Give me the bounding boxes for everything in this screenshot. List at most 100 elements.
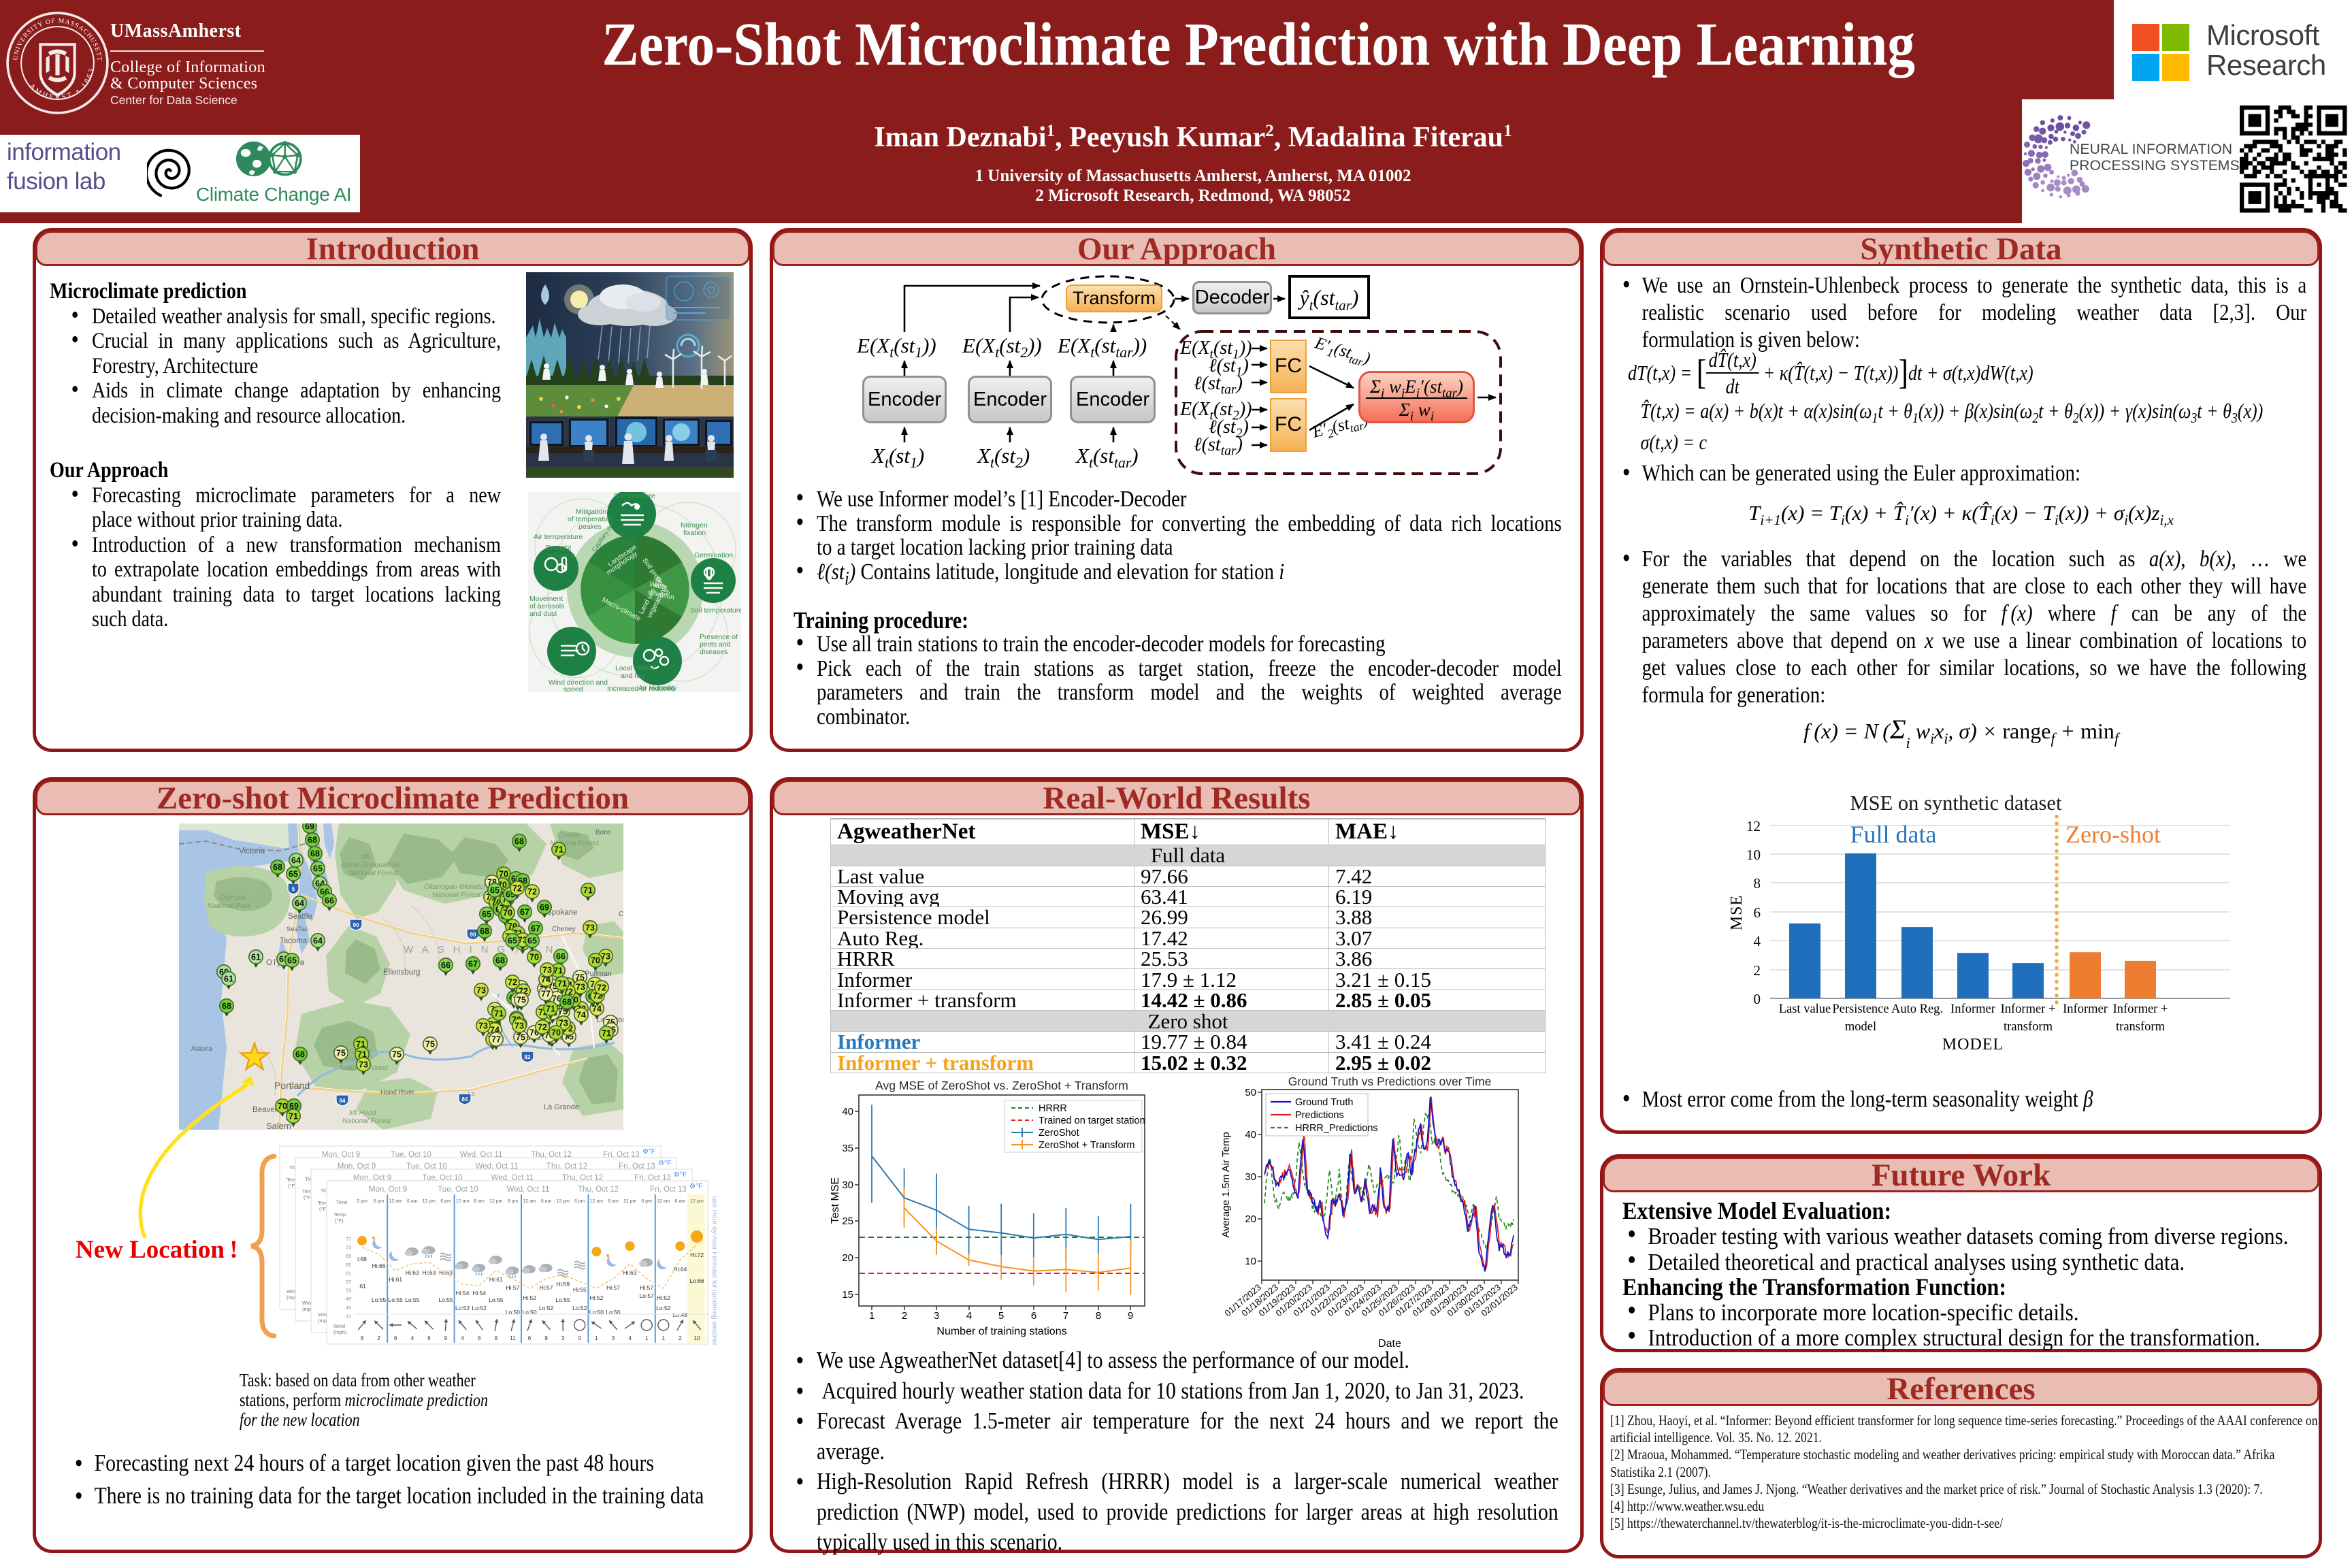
svg-text:84: 84 bbox=[462, 1096, 468, 1102]
svg-text:69: 69 bbox=[540, 903, 549, 913]
svg-text:2: 2 bbox=[679, 1335, 682, 1341]
svg-text:Hi:55: Hi:55 bbox=[573, 1286, 587, 1293]
svg-text:Temp: Temp bbox=[333, 1211, 346, 1218]
svg-text:HRRR: HRRR bbox=[1039, 1103, 1067, 1114]
svg-text:Fri, Oct 13: Fri, Oct 13 bbox=[650, 1186, 687, 1194]
svg-text:6 pm: 6 pm bbox=[508, 1199, 519, 1204]
svg-text:9: 9 bbox=[544, 1335, 548, 1341]
svg-text:3: 3 bbox=[934, 1310, 939, 1322]
svg-text:12 pm: 12 pm bbox=[489, 1199, 503, 1204]
svg-text:4: 4 bbox=[1754, 933, 1761, 949]
svg-text:5: 5 bbox=[292, 886, 295, 892]
svg-text:Nitrogen: Nitrogen bbox=[681, 521, 708, 529]
svg-text:Test MSE: Test MSE bbox=[830, 1177, 841, 1224]
svg-text:Hi:61: Hi:61 bbox=[389, 1276, 402, 1283]
svg-text:ZeroShot: ZeroShot bbox=[1039, 1128, 1079, 1139]
svg-text:Astoria: Astoria bbox=[191, 1045, 213, 1053]
svg-text:73: 73 bbox=[476, 986, 486, 996]
svg-text:73: 73 bbox=[346, 1246, 351, 1251]
svg-text:Tue, Oct 10: Tue, Oct 10 bbox=[438, 1186, 478, 1194]
svg-text:Olympic: Olympic bbox=[220, 894, 246, 902]
svg-text:12 pm: 12 pm bbox=[556, 1199, 570, 1204]
svg-text:68: 68 bbox=[495, 956, 505, 966]
svg-text:69: 69 bbox=[305, 823, 314, 832]
svg-text:9: 9 bbox=[444, 1335, 448, 1341]
svg-text:Thu, Oct 12: Thu, Oct 12 bbox=[531, 1151, 572, 1159]
svg-text:73: 73 bbox=[478, 1022, 488, 1031]
svg-text:(mph): (mph) bbox=[318, 1318, 331, 1324]
svg-text:i:68: i:68 bbox=[357, 1256, 367, 1262]
svg-text:Increased or reduced: Increased or reduced bbox=[607, 685, 674, 692]
svg-text:Lo:66: Lo:66 bbox=[689, 1277, 704, 1284]
svg-text:Water: Water bbox=[649, 581, 668, 591]
svg-text:70: 70 bbox=[278, 1102, 287, 1111]
svg-text:Portland: Portland bbox=[274, 1080, 310, 1091]
svg-text:72: 72 bbox=[527, 887, 537, 897]
svg-text:Thu, Oct 12: Thu, Oct 12 bbox=[546, 1162, 587, 1171]
svg-text:6 pm: 6 pm bbox=[574, 1199, 585, 1204]
svg-text:Spokane: Spokane bbox=[546, 909, 577, 917]
svg-text:of temperature: of temperature bbox=[568, 515, 614, 523]
svg-text:65: 65 bbox=[482, 910, 491, 919]
svg-text:0: 0 bbox=[578, 1335, 582, 1341]
svg-text:Time: Time bbox=[336, 1199, 347, 1205]
svg-text:Lo:48: Lo:48 bbox=[673, 1311, 688, 1318]
svg-text:77: 77 bbox=[541, 990, 551, 999]
svg-text:Lo:55: Lo:55 bbox=[489, 1296, 504, 1303]
svg-text:2: 2 bbox=[377, 1335, 380, 1341]
svg-text:Local rainfall: Local rainfall bbox=[615, 664, 655, 672]
svg-text:Fri, Oct 13: Fri, Oct 13 bbox=[603, 1151, 640, 1159]
svg-text:Temp: Temp bbox=[287, 1177, 299, 1183]
svg-text:Mitigation: Mitigation bbox=[576, 508, 606, 516]
svg-text:Mt Hood: Mt Hood bbox=[349, 1109, 377, 1117]
svg-text:(°F): (°F) bbox=[288, 1183, 297, 1189]
svg-text:buffering: buffering bbox=[547, 551, 575, 559]
svg-text:9: 9 bbox=[1128, 1310, 1133, 1322]
svg-text:Wed, Oct 11: Wed, Oct 11 bbox=[460, 1151, 503, 1159]
svg-text:Hi:54: Hi:54 bbox=[472, 1290, 486, 1296]
svg-text:model: model bbox=[1845, 1020, 1876, 1034]
svg-text:Lo:55: Lo:55 bbox=[438, 1296, 453, 1303]
svg-text:71: 71 bbox=[357, 1050, 367, 1060]
svg-text:64: 64 bbox=[291, 856, 301, 866]
svg-text:12: 12 bbox=[1746, 818, 1761, 834]
svg-text::61: :61 bbox=[358, 1283, 366, 1290]
svg-text:Hi:57: Hi:57 bbox=[506, 1284, 519, 1291]
svg-text:73: 73 bbox=[514, 1022, 524, 1031]
svg-text:53: 53 bbox=[346, 1289, 351, 1294]
svg-text:Okanogan-Wenatch: Okanogan-Wenatch bbox=[424, 883, 487, 891]
svg-text:30: 30 bbox=[842, 1179, 853, 1191]
svg-text:8: 8 bbox=[1096, 1310, 1101, 1322]
svg-text:12 am: 12 am bbox=[523, 1199, 536, 1204]
svg-text:Full data: Full data bbox=[1850, 821, 1937, 848]
svg-text:Ground Truth vs Predictions ov: Ground Truth vs Predictions over Time bbox=[1288, 1075, 1492, 1088]
svg-text:Hi:52: Hi:52 bbox=[523, 1294, 536, 1301]
svg-text:Tue, Oct 10: Tue, Oct 10 bbox=[422, 1174, 463, 1182]
svg-text:64: 64 bbox=[313, 936, 323, 946]
svg-text:Bonn: Bonn bbox=[595, 829, 611, 836]
svg-text:68: 68 bbox=[480, 927, 489, 936]
svg-text:Tue, Oct 10: Tue, Oct 10 bbox=[391, 1151, 431, 1159]
svg-text:Soil moisture: Soil moisture bbox=[614, 492, 655, 500]
svg-text:1: 1 bbox=[869, 1310, 875, 1322]
svg-text:71: 71 bbox=[583, 886, 593, 896]
svg-text:12 am: 12 am bbox=[456, 1199, 470, 1204]
svg-text:National Forest: National Forest bbox=[432, 891, 481, 899]
svg-text:Hi:72: Hi:72 bbox=[690, 1252, 704, 1258]
svg-text:Mon, Oct 9: Mon, Oct 9 bbox=[338, 1162, 376, 1171]
svg-text:71: 71 bbox=[554, 845, 564, 855]
svg-text:73: 73 bbox=[542, 966, 552, 975]
svg-text:and fog: and fog bbox=[621, 672, 644, 680]
svg-text:Wind direction and: Wind direction and bbox=[549, 679, 608, 687]
svg-text:1: 1 bbox=[595, 1335, 598, 1341]
svg-text:Mt.: Mt. bbox=[361, 853, 372, 861]
svg-text:65: 65 bbox=[313, 864, 323, 874]
svg-text:Time: Time bbox=[321, 1188, 331, 1194]
svg-text:65: 65 bbox=[490, 886, 500, 896]
svg-text:Presence of: Presence of bbox=[700, 633, 738, 641]
svg-text:La Grande: La Grande bbox=[544, 1103, 579, 1111]
svg-text:Tacoma: Tacoma bbox=[280, 937, 308, 945]
svg-text:ZeroShot + Transform: ZeroShot + Transform bbox=[1039, 1140, 1134, 1151]
svg-text:Temp: Temp bbox=[318, 1200, 330, 1206]
svg-text:Hi:66: Hi:66 bbox=[372, 1262, 386, 1269]
